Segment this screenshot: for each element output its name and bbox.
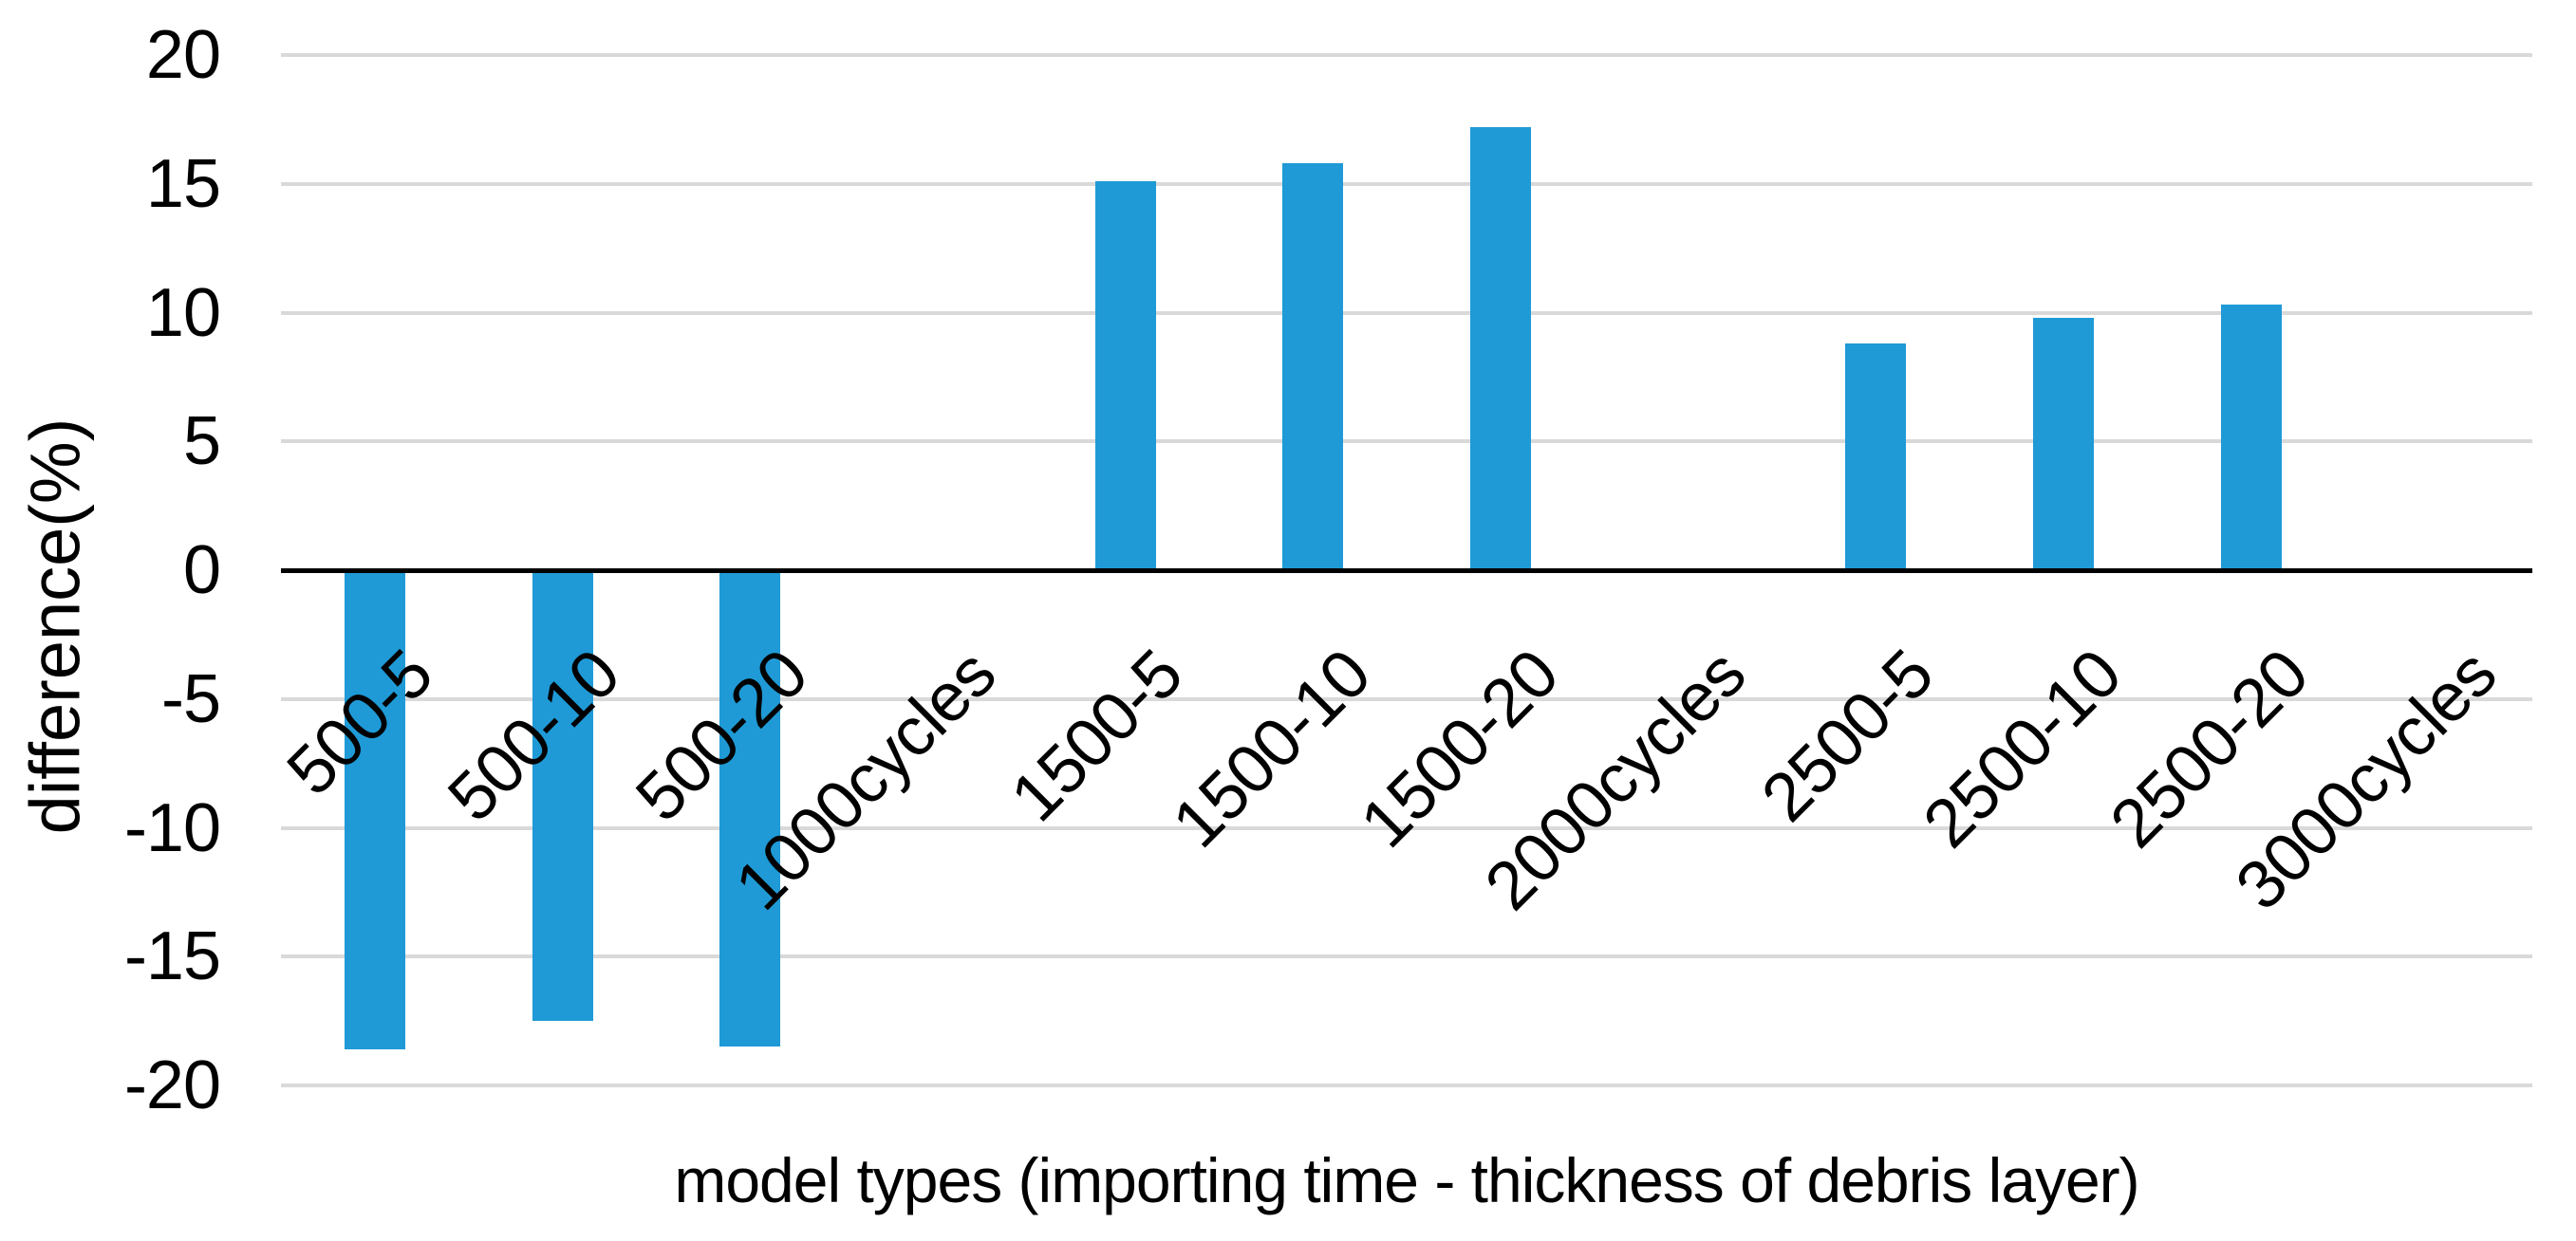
gridline-y-5	[281, 439, 2532, 444]
gridline-y--5	[281, 696, 2532, 701]
gridline-y--10	[281, 825, 2532, 830]
y-tick-label-15: 15	[145, 145, 221, 222]
x-axis-title: model types (importing time - thickness …	[674, 1145, 2139, 1215]
gridline-y--15	[281, 954, 2532, 959]
bar-500-5	[344, 570, 405, 1049]
bar-500-10	[532, 570, 593, 1022]
bar-1500-5	[1094, 181, 1156, 570]
bar-2500-20	[2220, 305, 2282, 570]
gridline-y-20	[281, 53, 2532, 57]
bar-2500-5	[1845, 343, 1907, 570]
bar-1500-10	[1282, 163, 1344, 570]
y-tick-label-5: 5	[182, 403, 221, 480]
y-tick-label--20: -20	[123, 1047, 221, 1123]
y-tick-label-20: 20	[145, 17, 221, 93]
gridline-y--20	[281, 1084, 2532, 1087]
y-tick-label-10: 10	[145, 274, 221, 351]
bar-500-20	[719, 570, 781, 1047]
y-tick-label--15: -15	[123, 918, 221, 995]
bar-2500-10	[2032, 317, 2094, 570]
bar-1500-20	[1469, 127, 1531, 570]
gridline-y-15	[281, 181, 2532, 186]
y-tick-label--5: -5	[160, 660, 221, 737]
x-axis-zero-line	[281, 568, 2532, 573]
y-tick-label--10: -10	[123, 789, 221, 866]
y-tick-label-0: 0	[182, 532, 221, 608]
gridline-y-10	[281, 310, 2532, 315]
